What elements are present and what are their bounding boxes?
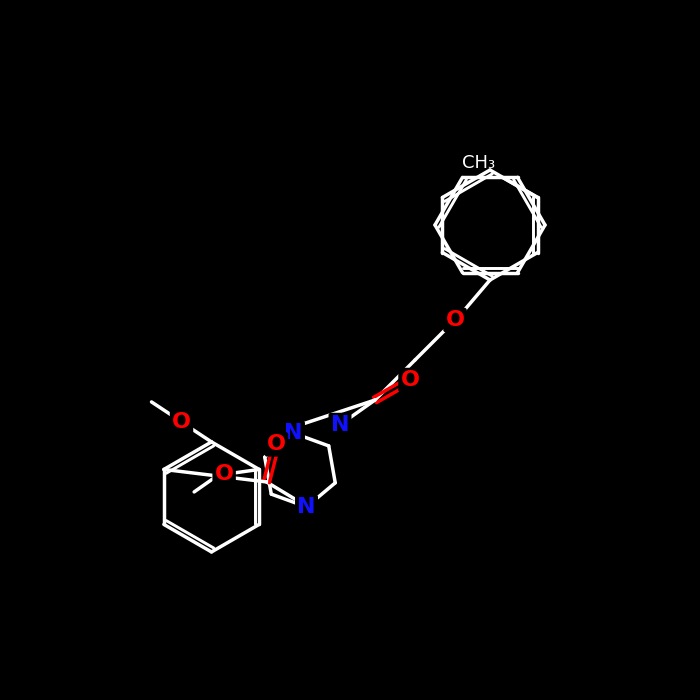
Text: O: O xyxy=(267,435,286,454)
Text: O: O xyxy=(172,412,191,432)
Text: O: O xyxy=(400,370,419,390)
Text: N: N xyxy=(331,415,349,435)
Text: O: O xyxy=(445,310,465,330)
Text: N: N xyxy=(284,423,302,443)
Text: CH₃: CH₃ xyxy=(462,155,495,172)
Text: O: O xyxy=(215,464,234,484)
Text: N: N xyxy=(298,497,316,517)
